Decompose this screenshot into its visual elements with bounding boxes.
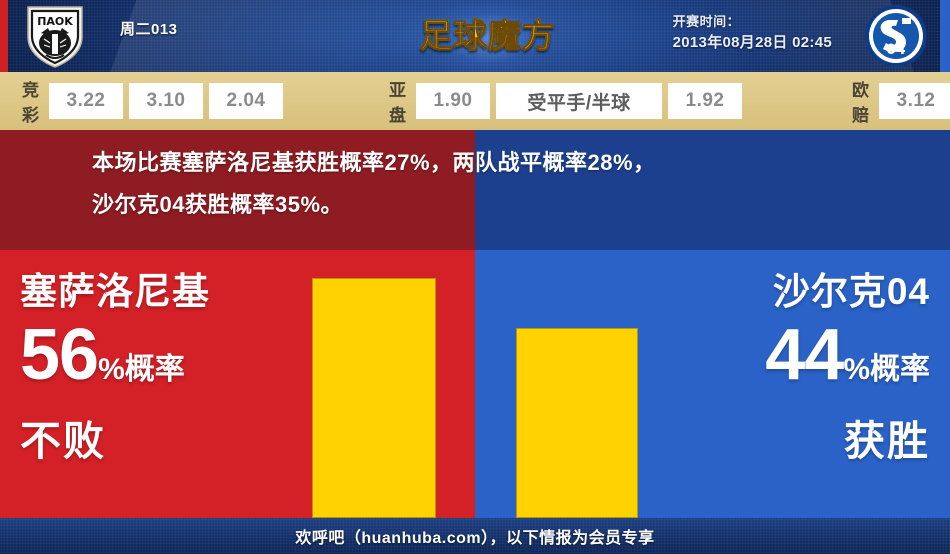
bar-home-probability: [312, 278, 436, 518]
footer-promo-text: 欢呼吧（huanhuba.com），以下情报为会员专享: [295, 530, 655, 547]
kickoff-block: 开赛时间： 2013年08月28日 02:45: [673, 12, 832, 54]
match-number: 周二013: [120, 21, 178, 38]
kickoff-label: 开赛时间：: [672, 14, 741, 29]
odds-value-asian-home[interactable]: 1.90: [416, 83, 490, 119]
away-verdict: 获胜: [844, 418, 930, 464]
away-stats: 沙尔克04 44%概率 获胜: [640, 266, 930, 470]
odds-value-european-home[interactable]: 3.12: [879, 83, 950, 119]
odds-value-jingcai-draw[interactable]: 3.10: [129, 83, 203, 119]
odds-label-asian: 亚盘: [389, 81, 407, 126]
schalke-04-crest-icon: 04: [865, 5, 927, 67]
odds-bar: 竞彩 3.22 3.10 2.04 亚盘 1.90 受平手/半球 1.92 欧赔…: [0, 72, 950, 130]
header-left-red-edge: [0, 0, 8, 72]
main-comparison-panel: 塞萨洛尼基 56%概率 不败 沙尔克04 44%概率 获胜: [0, 250, 950, 518]
odds-group-asian: 亚盘 1.90 受平手/半球 1.92: [389, 76, 748, 126]
brand-logo-glow: [395, 0, 585, 72]
odds-group-european: 欧赔 3.12 3.29 2.21: [852, 76, 950, 126]
probability-statement-banner: 本场比赛塞萨洛尼基获胜概率27%，两队战平概率28%， 沙尔克04获胜概率35%…: [0, 130, 950, 250]
odds-value-jingcai-home[interactable]: 3.22: [49, 83, 123, 119]
footer-bar: 欢呼吧（huanhuba.com），以下情报为会员专享: [0, 518, 950, 554]
away-percent-value: 44: [765, 315, 844, 395]
odds-value-asian-away[interactable]: 1.92: [668, 83, 742, 119]
statement-line-1: 本场比赛塞萨洛尼基获胜概率27%，两队战平概率28%，: [92, 150, 656, 175]
odds-value-asian-handicap[interactable]: 受平手/半球: [496, 83, 662, 119]
home-verdict: 不败: [20, 418, 106, 464]
home-percent-row: 56%概率: [20, 318, 290, 412]
paok-crest-icon: ΠΑΟΚ: [27, 6, 83, 68]
brand-logo: 足球魔方: [400, 8, 575, 64]
odds-label-european: 欧赔: [852, 81, 870, 126]
home-stats: 塞萨洛尼基 56%概率 不败: [20, 266, 290, 470]
away-team-name: 沙尔克04: [772, 271, 930, 312]
header-right-blue-edge: [940, 0, 950, 72]
odds-value-jingcai-away[interactable]: 2.04: [209, 83, 283, 119]
statement-right-half: [475, 130, 950, 250]
header-bar: ΠΑΟΚ 周二013 足球魔方 开赛时间： 2013年08月28日 02:45: [0, 0, 950, 72]
home-percent-value: 56: [20, 315, 99, 395]
bar-away-probability: [516, 328, 638, 518]
statement-left-half: [0, 130, 475, 250]
odds-group-jingcai: 竞彩 3.22 3.10 2.04: [22, 76, 289, 126]
statement-text: 本场比赛塞萨洛尼基获胜概率27%，两队战平概率28%， 沙尔克04获胜概率35%…: [92, 142, 882, 226]
kickoff-value: 2013年08月28日 02:45: [672, 34, 832, 51]
away-percent-suffix: %概率: [843, 353, 930, 386]
schalke-crest-number: 04: [886, 42, 906, 58]
footer-texture: [0, 518, 950, 554]
home-team-name: 塞萨洛尼基: [20, 271, 210, 312]
away-percent-row: 44%概率: [640, 318, 930, 412]
home-percent-suffix: %概率: [98, 353, 185, 386]
paok-crest-label: ΠΑΟΚ: [37, 15, 73, 28]
statement-line-2: 沙尔克04获胜概率35%。: [92, 192, 344, 217]
odds-label-jingcai: 竞彩: [22, 81, 40, 126]
brand-logo-text: 足球魔方: [400, 10, 575, 62]
